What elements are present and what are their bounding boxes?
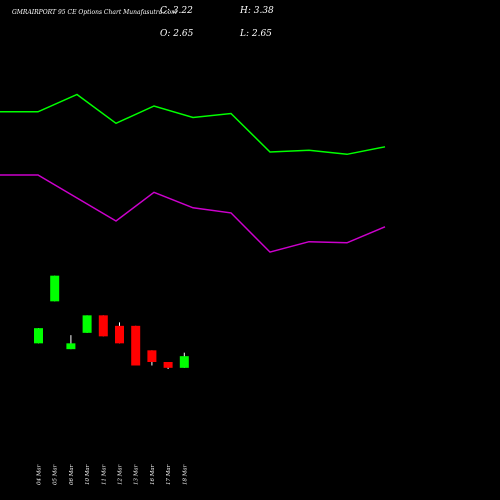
candle-body <box>34 328 43 344</box>
candle-body <box>147 350 157 362</box>
x-tick-label: 11 Mar <box>101 464 107 485</box>
candle-04-mar <box>34 328 43 344</box>
x-tick-label: 17 Mar <box>166 464 172 485</box>
x-tick-label: 10 Mar <box>85 464 91 485</box>
open-value: O: 2.65 <box>160 29 194 39</box>
candle-body <box>82 315 92 333</box>
candles <box>34 275 189 369</box>
x-tick-label: 06 Mar <box>69 464 75 485</box>
chart-title: GMRAIRPORT 95 CE Options Chart Munafasut… <box>12 9 177 16</box>
candle-body <box>115 325 124 344</box>
close-value: C: 3.22 <box>160 6 193 16</box>
candle-body <box>66 343 76 350</box>
overlay-lines <box>0 93 386 253</box>
overlay-line-2 <box>0 174 386 253</box>
x-tick-label: 16 Mar <box>150 464 156 485</box>
candle-body <box>98 315 108 337</box>
candle-06-mar <box>66 335 76 350</box>
x-tick-label: 04 Mar <box>37 464 43 485</box>
candle-body <box>163 362 173 368</box>
x-tick-label: 18 Mar <box>182 464 188 485</box>
candle-11-mar <box>98 315 108 337</box>
candle-17-mar <box>163 362 173 369</box>
low-value: L: 2.65 <box>239 29 272 39</box>
overlay-line-1 <box>0 93 386 156</box>
x-tick-label: 05 Mar <box>53 464 59 485</box>
x-axis-labels: 04 Mar 05 Mar 06 Mar 10 Mar 11 Mar 12 Mar 13 M… <box>37 464 189 485</box>
candle-body <box>131 325 141 366</box>
x-tick-label: 12 Mar <box>118 464 124 485</box>
x-tick-label: 13 Mar <box>134 464 140 485</box>
candle-13-mar <box>131 325 141 366</box>
candle-16-mar <box>147 350 157 366</box>
candle-18-mar <box>179 352 189 368</box>
candle-body <box>179 356 189 368</box>
candle-10-mar <box>82 315 92 333</box>
high-value: H: 3.38 <box>239 6 274 16</box>
candle-12-mar <box>115 322 124 344</box>
candle-05-mar <box>50 275 60 302</box>
candle-body <box>50 275 60 302</box>
